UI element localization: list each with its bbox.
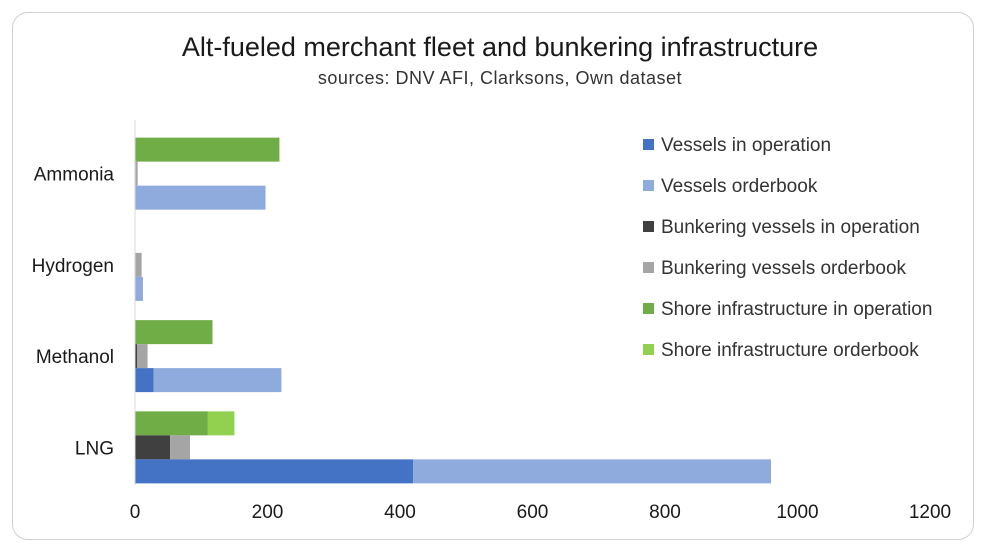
x-tick-labels: 0 200 400 600 800 1000 1200 [130,502,951,523]
legend: Vessels in operation Vessels orderbook Bun… [643,135,932,361]
legend-label-bunkering-vessels-orderbook: Bunkering vessels orderbook [661,258,907,279]
x-tick-label: 1200 [909,502,951,523]
x-tick-label: 0 [130,502,141,523]
bar-hydrogen-vessels-orderbook [135,276,143,301]
bar-lng-bunkering-vessels-orderbook [170,435,190,460]
bar-lng-vessels-orderbook [413,459,771,484]
chart-title: Alt-fueled merchant fleet and bunkering … [181,32,819,62]
legend-swatch-bunkering-vessels-orderbook [643,262,654,273]
legend-swatch-vessels-orderbook [643,180,654,191]
legend-swatch-vessels-in-operation [643,139,654,150]
chart-subtitle: sources: DNV AFI, Clarksons, Own dataset [317,68,683,88]
bar-lng-bunkering-vessels-in-operation [135,435,171,460]
x-tick-label: 600 [517,502,549,523]
bar-ammonia-shore-infrastructure-in-operation [135,137,280,162]
bar-ammonia-vessels-orderbook [135,185,266,210]
legend-label-bunkering-vessels-in-operation: Bunkering vessels in operation [661,217,920,238]
bar-ammonia-bunkering-vessels-orderbook [135,161,138,186]
legend-label-vessels-orderbook: Vessels orderbook [661,176,818,197]
category-label-ammonia: Ammonia [34,165,115,186]
category-labels: Ammonia Hydrogen Methanol LNG [32,165,115,460]
bars-layer [135,137,771,484]
bar-methanol-shore-infrastructure-in-operation [135,320,213,345]
x-tick-label: 1000 [776,502,818,523]
bar-methanol-bunkering-vessels-orderbook [136,344,148,369]
legend-label-shore-infrastructure-in-operation: Shore infrastructure in operation [661,299,932,320]
bar-lng-shore-infrastructure-in-operation [135,411,208,436]
bar-lng-vessels-in-operation [135,459,414,484]
bar-methanol-vessels-orderbook [153,368,282,393]
x-tick-label: 400 [384,502,416,523]
x-tick-label: 200 [252,502,284,523]
bar-lng-shore-infrastructure-orderbook [207,411,235,436]
category-label-lng: LNG [75,438,114,459]
x-tick-label: 800 [649,502,681,523]
legend-swatch-shore-infrastructure-orderbook [643,344,654,355]
bar-methanol-vessels-in-operation [135,368,154,393]
legend-swatch-shore-infrastructure-in-operation [643,303,654,314]
legend-label-vessels-in-operation: Vessels in operation [661,135,831,156]
legend-label-shore-infrastructure-orderbook: Shore infrastructure orderbook [661,340,919,361]
category-label-methanol: Methanol [36,347,114,368]
bar-hydrogen-bunkering-vessels-orderbook [135,252,142,277]
bar-methanol-bunkering-vessels-in-operation [135,344,137,369]
legend-swatch-bunkering-vessels-in-operation [643,221,654,232]
category-label-hydrogen: Hydrogen [32,256,114,277]
